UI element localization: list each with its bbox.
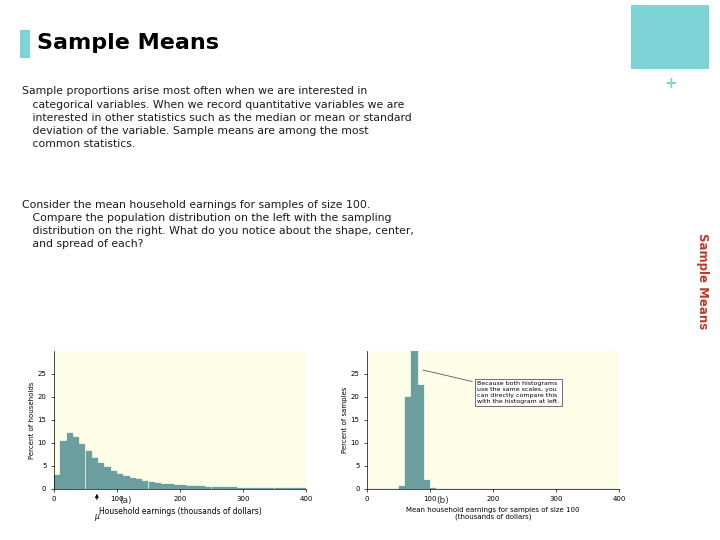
Bar [67, 433, 73, 489]
Text: Sample proportions arise most often when we are interested in
   categorical var: Sample proportions arise most often when… [22, 86, 411, 149]
Bar [418, 385, 424, 489]
Bar [256, 488, 262, 489]
Text: Because both histograms
use the same scales, you
can directly compare this
with : Because both histograms use the same sca… [423, 370, 559, 403]
Bar [98, 463, 104, 489]
Bar [424, 480, 430, 489]
Bar [92, 457, 98, 489]
X-axis label: Household earnings (thousands of dollars): Household earnings (thousands of dollars… [99, 507, 261, 516]
Bar [130, 478, 136, 489]
Text: +: + [664, 76, 677, 91]
Text: Sample Means: Sample Means [696, 233, 708, 329]
Text: Sample Means: Sample Means [37, 33, 220, 53]
Text: (a): (a) [120, 496, 132, 505]
Bar [60, 441, 66, 489]
Text: Consider the mean household earnings for samples of size 100.
   Compare the pop: Consider the mean household earnings for… [22, 200, 413, 249]
Bar [269, 488, 274, 489]
Bar [218, 487, 224, 489]
Bar [405, 397, 411, 489]
Text: $\mu$: $\mu$ [94, 512, 100, 523]
Bar [249, 488, 256, 489]
Bar [205, 487, 212, 489]
X-axis label: Mean household earnings for samples of size 100
(thousands of dollars): Mean household earnings for samples of s… [407, 507, 580, 520]
Y-axis label: Percent of households: Percent of households [29, 381, 35, 458]
Bar [54, 475, 60, 489]
Bar [168, 484, 174, 489]
Bar [104, 467, 111, 489]
Bar [79, 444, 86, 489]
Bar [186, 485, 192, 489]
Bar [224, 487, 230, 489]
Bar [287, 488, 293, 489]
Bar [243, 488, 249, 489]
Bar [174, 485, 180, 489]
Bar [411, 237, 418, 489]
Bar [180, 485, 186, 489]
Bar [399, 486, 405, 489]
Bar [262, 488, 268, 489]
Bar [230, 487, 237, 489]
Bar [237, 488, 243, 489]
Bar [212, 487, 217, 489]
Bar [111, 471, 117, 489]
Bar [281, 488, 287, 489]
Text: (b): (b) [436, 496, 449, 505]
Bar [136, 480, 142, 489]
Y-axis label: Percent of samples: Percent of samples [342, 387, 348, 453]
Bar [143, 481, 148, 489]
Bar [148, 482, 155, 489]
Bar [123, 476, 130, 489]
Bar [193, 486, 199, 489]
Bar [155, 483, 161, 489]
Bar [161, 483, 167, 489]
Bar [199, 487, 205, 489]
Bar [86, 451, 91, 489]
Bar [73, 437, 79, 489]
Bar [274, 488, 281, 489]
Bar [117, 474, 123, 489]
